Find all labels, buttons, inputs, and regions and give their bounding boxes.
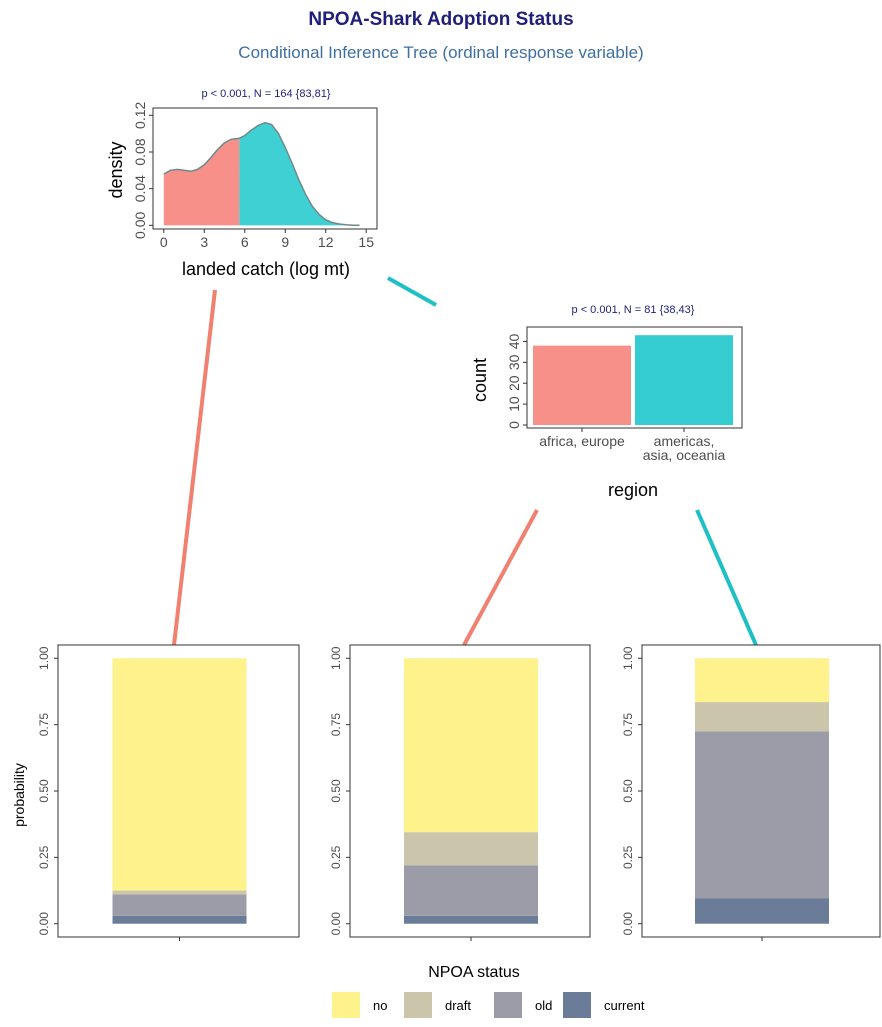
region-panel-border [526, 326, 743, 429]
count-y-tick-label: 30 [506, 354, 522, 370]
density-y-tick-label: 0.12 [132, 101, 148, 128]
legend-label-old: old [535, 998, 552, 1013]
count-y-tick-label: 20 [506, 375, 522, 391]
edge-node1-node2 [387, 276, 437, 307]
legend-swatch-draft [404, 992, 432, 1018]
density-x-tick-label: 3 [200, 234, 208, 250]
chart-title: NPOA-Shark Adoption Status [308, 9, 573, 30]
region-x-axis-title: region [608, 480, 658, 500]
density-y-tick-label: 0.08 [132, 138, 148, 165]
region-category-label: africa, europe [539, 433, 625, 449]
count-y-tick-label: 0 [506, 421, 522, 429]
density-x-tick-label: 12 [318, 234, 334, 250]
density-y-axis-title: density [106, 141, 126, 198]
leaf3-y-tick-label: 1.00 [621, 646, 635, 670]
density-x-tick-label: 9 [281, 234, 289, 250]
density-x-tick-label: 6 [241, 234, 249, 250]
leaf3-bar-no [695, 658, 829, 703]
legend-label-current: current [604, 998, 645, 1013]
legend-label-draft: draft [445, 998, 471, 1013]
density-area-right [239, 122, 360, 226]
leaf3-y-tick-label: 0.50 [621, 779, 635, 803]
legend-label-no: no [373, 998, 387, 1013]
leaf2-bar-old [404, 865, 538, 916]
leaf1-bar-old [112, 894, 247, 916]
leaf1-y-tick-label: 1.00 [37, 646, 51, 670]
density-line [163, 121, 360, 227]
leaf2-bar-current [404, 915, 538, 924]
legend-swatch-current [563, 992, 591, 1018]
chart-subtitle: Conditional Inference Tree (ordinal resp… [238, 43, 643, 62]
region-category-label: asia, oceania [643, 447, 726, 463]
legend-swatch-old [494, 992, 522, 1018]
density-y-tick-label: 0.04 [132, 175, 148, 202]
leaf3-y-tick-label: 0.25 [621, 845, 635, 869]
count-y-axis-title: count [470, 358, 490, 402]
leaf1-bar-no [112, 658, 247, 891]
edge-node2-leaf2 [462, 509, 539, 646]
leaf2-y-tick-label: 0.75 [329, 713, 343, 737]
leaf2-y-tick-label: 0.25 [329, 845, 343, 869]
leaf3-bar-old [695, 731, 829, 899]
probability-y-axis-title: probability [11, 763, 27, 827]
legend-title: NPOA status [428, 964, 520, 981]
density-x-axis-title: landed catch (log mt) [182, 259, 350, 279]
leaf2-y-tick-label: 1.00 [329, 646, 343, 670]
leaf2-y-tick-label: 0.50 [329, 779, 343, 803]
region-bar [635, 335, 733, 425]
edge-node2-leaf3 [695, 509, 758, 646]
leaf2-bar-draft [404, 832, 538, 866]
density-x-tick-label: 15 [358, 234, 374, 250]
leaf1-y-tick-label: 0.00 [37, 912, 51, 936]
node1-label: p < 0.001, N = 164 {83,81} [201, 88, 330, 100]
leaf2-y-tick-label: 0.00 [329, 912, 343, 936]
leaf2-bar-no [404, 658, 538, 833]
legend-swatch-no [332, 992, 360, 1018]
region-bar [533, 345, 631, 425]
count-y-tick-label: 40 [506, 333, 522, 349]
leaf3-bar-draft [695, 702, 829, 732]
leaf1-bar-draft [112, 890, 247, 895]
leaf3-bar-current [695, 898, 829, 924]
density-x-tick-label: 0 [160, 234, 168, 250]
density-panel-border [152, 107, 378, 230]
density-area-left [163, 138, 240, 226]
edge-node1-leaf1 [172, 289, 217, 646]
leaf1-bar-current [112, 915, 247, 924]
density-y-tick-label: 0.00 [132, 211, 148, 238]
chart-marks: 0 3 6 9 12 15 0.00 0.04 0.08 0.12 africa, europe am… [37, 101, 881, 1018]
region-category-label: americas, [654, 433, 715, 449]
count-y-tick-label: 10 [506, 396, 522, 412]
leaf3-y-tick-label: 0.75 [621, 713, 635, 737]
node2-label: p < 0.001, N = 81 {38,43} [572, 304, 695, 316]
leaf3-y-tick-label: 0.00 [621, 912, 635, 936]
leaf1-y-tick-label: 0.25 [37, 845, 51, 869]
leaf1-y-tick-label: 0.75 [37, 713, 51, 737]
leaf1-y-tick-label: 0.50 [37, 779, 51, 803]
